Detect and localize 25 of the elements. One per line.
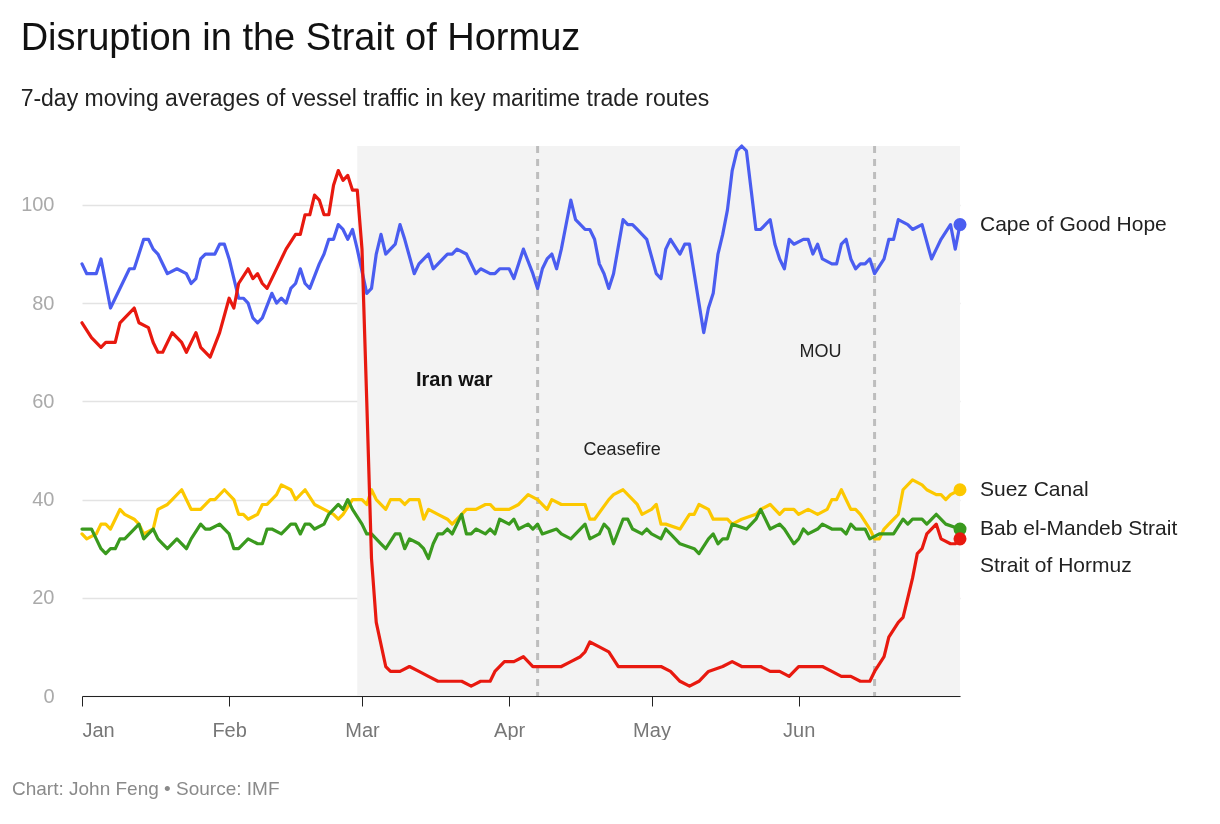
x-tick-label: Jan <box>82 718 115 741</box>
x-tick-label: Apr <box>494 718 526 741</box>
chart-title: Disruption in the Strait of Hormuz <box>20 16 581 59</box>
series-label: Strait of Hormuz <box>980 553 1132 577</box>
y-tick-label: 60 <box>32 389 55 412</box>
x-tick-label: Mar <box>345 718 381 741</box>
point <box>953 483 967 497</box>
y-tick-label: 80 <box>32 291 55 314</box>
point <box>953 532 967 546</box>
y-tick-label: 100 <box>21 193 55 216</box>
ref-line-label: MOU <box>799 341 842 362</box>
y-tick-label: 40 <box>32 488 55 511</box>
point <box>953 218 967 232</box>
x-tick-label: May <box>633 718 671 741</box>
band-label: Iran war <box>415 367 493 390</box>
series-label: Suez Canal <box>980 476 1089 500</box>
ref-line-label: Ceasefire <box>583 439 661 460</box>
text: Chart: John Feng • Source: IMF <box>12 778 281 800</box>
chart-subtitle: 7-day moving averages of vessel traffic in key maritime trade routes <box>20 85 710 112</box>
x-tick-label: Feb <box>212 718 247 741</box>
y-tick-label: 20 <box>32 586 55 609</box>
series-label: Cape of Good Hope <box>980 211 1167 235</box>
x-tick-label: Jun <box>783 718 816 741</box>
y-tick-label: 0 <box>43 684 55 707</box>
series-label: Bab el-Mandeb Strait <box>980 516 1178 540</box>
